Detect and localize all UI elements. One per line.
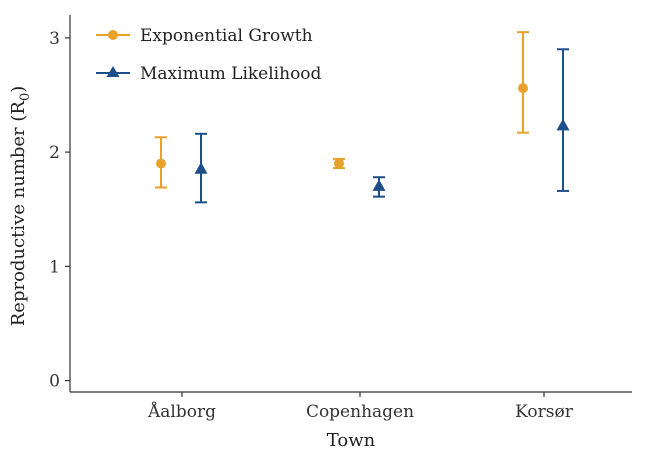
x-tick-label: Copenhagen [306, 402, 414, 422]
legend-item-exponential-growth: Exponential Growth [96, 26, 313, 46]
y-axis-title: Reproductive number (R0) [8, 86, 33, 327]
x-tick-label: Korsør [515, 402, 574, 422]
y-ticks: 0 1 2 3 [49, 29, 70, 392]
x-tick-label: Åalborg [147, 401, 216, 422]
legend-label-exponential-growth: Exponential Growth [140, 26, 313, 46]
marks [155, 31, 570, 204]
y-tick-label: 3 [49, 29, 60, 49]
point-maximum-likelihood-aalborg [194, 162, 208, 174]
y-tick-label: 0 [49, 372, 60, 392]
point-exponential-growth-kors-r [518, 83, 528, 94]
y-axis-title-close: ) [8, 86, 29, 93]
point-exponential-growth-copenhagen [334, 158, 344, 169]
legend-marker-exponential-growth [108, 30, 118, 40]
point-maximum-likelihood-copenhagen [372, 179, 386, 191]
legend-marker-maximum-likelihood [106, 66, 120, 77]
point-maximum-likelihood-kors-r [556, 118, 570, 131]
legend-label-maximum-likelihood: Maximum Likelihood [140, 64, 322, 84]
x-ticks: Åalborg Copenhagen Korsør [147, 392, 574, 422]
point-exponential-growth-aalborg [156, 158, 166, 169]
y-axis-title-main: Reproductive number (R [8, 101, 29, 327]
y-tick-label: 2 [49, 143, 60, 163]
x-axis-title: Town [327, 430, 376, 451]
y-axis-title-subscript: 0 [18, 93, 33, 101]
legend-item-maximum-likelihood: Maximum Likelihood [96, 64, 322, 84]
errorbar-exponential-growth-kors-r [517, 31, 529, 134]
y-tick-label: 1 [49, 257, 60, 277]
legend: Exponential Growth Maximum Likelihood [96, 26, 322, 84]
axes [69, 15, 632, 393]
